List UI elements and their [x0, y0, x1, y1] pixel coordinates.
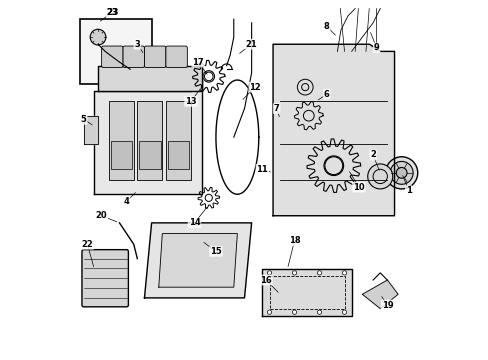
Text: 21: 21 — [245, 40, 257, 49]
FancyBboxPatch shape — [144, 46, 165, 67]
Circle shape — [385, 157, 417, 189]
Text: 2: 2 — [369, 150, 375, 159]
FancyBboxPatch shape — [123, 46, 144, 67]
Circle shape — [90, 29, 106, 45]
Text: 3: 3 — [134, 40, 140, 49]
Circle shape — [292, 310, 296, 314]
Text: 18: 18 — [288, 236, 300, 245]
Polygon shape — [362, 280, 397, 309]
Circle shape — [86, 126, 95, 134]
Polygon shape — [94, 80, 201, 194]
Circle shape — [389, 161, 412, 184]
Text: 6: 6 — [323, 90, 329, 99]
Text: 16: 16 — [260, 275, 271, 284]
Circle shape — [317, 310, 321, 314]
Text: 23: 23 — [106, 8, 118, 17]
Circle shape — [292, 271, 296, 275]
Circle shape — [200, 249, 224, 275]
Bar — [176, 251, 212, 276]
Bar — [110, 141, 132, 169]
Text: 7: 7 — [273, 104, 279, 113]
Text: 17: 17 — [192, 58, 203, 67]
Bar — [137, 102, 162, 180]
Circle shape — [395, 167, 406, 178]
Circle shape — [342, 271, 346, 275]
Bar — [108, 102, 134, 180]
Circle shape — [173, 71, 190, 89]
Text: 23: 23 — [106, 8, 118, 17]
Text: 15: 15 — [210, 247, 222, 256]
Circle shape — [267, 271, 271, 275]
Text: 20: 20 — [96, 211, 107, 220]
Circle shape — [130, 71, 148, 89]
Text: 4: 4 — [123, 197, 129, 206]
Text: 10: 10 — [352, 183, 364, 192]
Circle shape — [267, 310, 271, 314]
Circle shape — [151, 71, 169, 89]
Text: 13: 13 — [185, 97, 196, 106]
Polygon shape — [262, 269, 351, 316]
Text: 8: 8 — [323, 22, 329, 31]
FancyBboxPatch shape — [165, 46, 187, 67]
Polygon shape — [159, 234, 237, 287]
Text: 14: 14 — [188, 219, 200, 228]
Bar — [80, 19, 151, 84]
Polygon shape — [83, 116, 98, 144]
Circle shape — [342, 310, 346, 314]
FancyBboxPatch shape — [82, 249, 128, 307]
Text: 22: 22 — [81, 240, 93, 249]
Text: 1: 1 — [405, 186, 411, 195]
Bar — [167, 141, 189, 169]
Text: 5: 5 — [81, 115, 86, 124]
Text: 19: 19 — [381, 301, 392, 310]
Circle shape — [317, 271, 321, 275]
Bar — [165, 102, 190, 180]
Polygon shape — [144, 223, 251, 298]
Circle shape — [108, 71, 126, 89]
Bar — [139, 141, 160, 169]
Polygon shape — [98, 66, 201, 91]
Text: 12: 12 — [249, 83, 261, 92]
Polygon shape — [272, 44, 394, 216]
Text: 9: 9 — [373, 43, 379, 52]
Text: 11: 11 — [256, 165, 268, 174]
FancyBboxPatch shape — [102, 46, 123, 67]
Circle shape — [125, 65, 134, 73]
Circle shape — [367, 164, 392, 189]
